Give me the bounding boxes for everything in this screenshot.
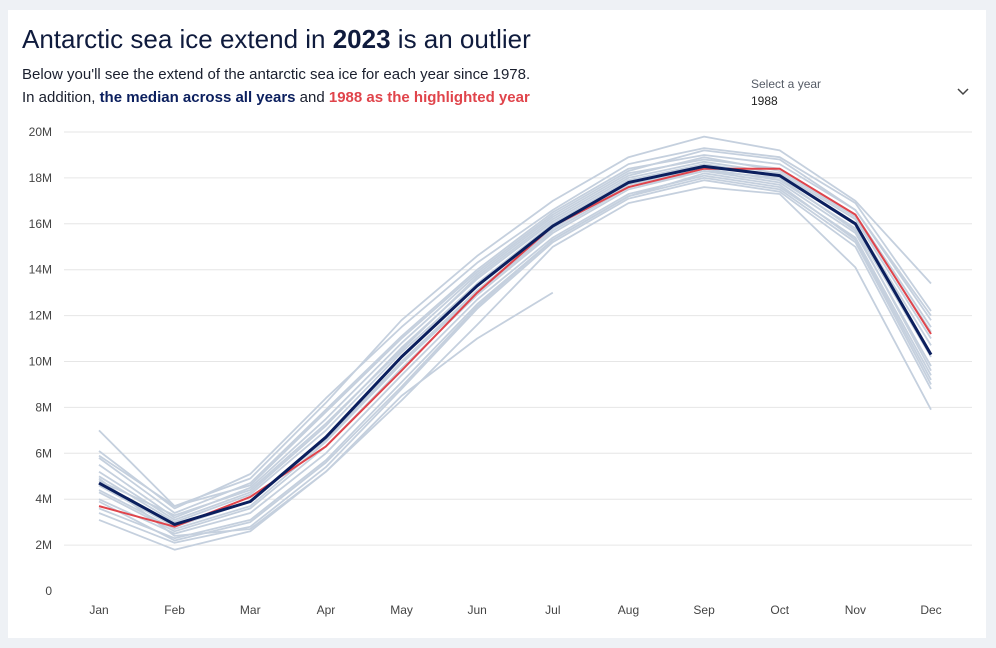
x-tick-label: May bbox=[390, 603, 413, 617]
highlight-legend-text: 1988 as the highlighted year bbox=[328, 89, 530, 106]
subtitle-line-2: In addition, the median across all years… bbox=[22, 89, 530, 106]
year-series-line bbox=[98, 291, 554, 537]
median-line bbox=[98, 164, 933, 526]
y-tick-label: 12M bbox=[29, 309, 52, 323]
x-tick-label: Nov bbox=[845, 603, 866, 617]
y-tick-label: 10M bbox=[29, 355, 52, 369]
y-tick-label: 20M bbox=[29, 125, 52, 139]
y-tick-label: 4M bbox=[35, 492, 52, 506]
x-tick-label: Dec bbox=[920, 603, 941, 617]
year-series-line bbox=[98, 170, 932, 533]
year-series-line bbox=[98, 167, 932, 528]
year-selector-label: Select a year bbox=[751, 77, 822, 91]
x-tick-label: Jan bbox=[89, 603, 108, 617]
x-tick-label: Feb bbox=[164, 603, 185, 617]
year-series-line bbox=[98, 163, 932, 523]
x-tick-label: Aug bbox=[618, 603, 639, 617]
x-tick-label: Sep bbox=[693, 603, 715, 617]
year-series-line bbox=[98, 170, 932, 530]
subtitle-line-1: Below you'll see the extend of the antar… bbox=[22, 66, 531, 83]
chart-card: Antarctic sea ice extend in 2023 is an o… bbox=[8, 10, 986, 638]
y-tick-label: 6M bbox=[35, 446, 52, 460]
year-selector-value: 1988 bbox=[751, 94, 778, 108]
year-series-line bbox=[98, 174, 932, 535]
year-series-line bbox=[98, 186, 932, 551]
year-series-line bbox=[98, 176, 932, 540]
year-series-line bbox=[98, 147, 932, 510]
y-tick-label: 18M bbox=[29, 171, 52, 185]
x-tick-label: Apr bbox=[317, 603, 336, 617]
y-tick-label: 8M bbox=[35, 400, 52, 414]
x-tick-label: Jul bbox=[545, 603, 560, 617]
x-tick-label: Mar bbox=[240, 603, 261, 617]
page-title: Antarctic sea ice extend in 2023 is an o… bbox=[22, 24, 531, 54]
year-series-line bbox=[98, 156, 932, 517]
year-series-line bbox=[98, 158, 932, 519]
year-series-line bbox=[98, 172, 932, 542]
year-selector[interactable]: Select a year 1988 bbox=[745, 73, 973, 113]
highlight-year-line bbox=[98, 167, 932, 528]
year-series-line bbox=[98, 149, 932, 508]
y-tick-label: 14M bbox=[29, 263, 52, 277]
x-tick-label: Jun bbox=[468, 603, 487, 617]
chevron-down-icon[interactable] bbox=[955, 83, 971, 99]
median-legend-text: the median across all years bbox=[99, 89, 296, 106]
x-tick-label: Oct bbox=[770, 603, 789, 617]
sea-ice-line-chart: 0 2M 4M 6M 8M 10M 12M 14M 16M 18M 20M Jan Feb Mar Apr M… bbox=[29, 125, 972, 617]
y-tick-label: 0 bbox=[45, 584, 52, 598]
year-series-line bbox=[98, 160, 932, 521]
y-tick-label: 16M bbox=[29, 217, 52, 231]
year-series-line bbox=[98, 135, 932, 508]
y-tick-label: 2M bbox=[35, 538, 52, 552]
